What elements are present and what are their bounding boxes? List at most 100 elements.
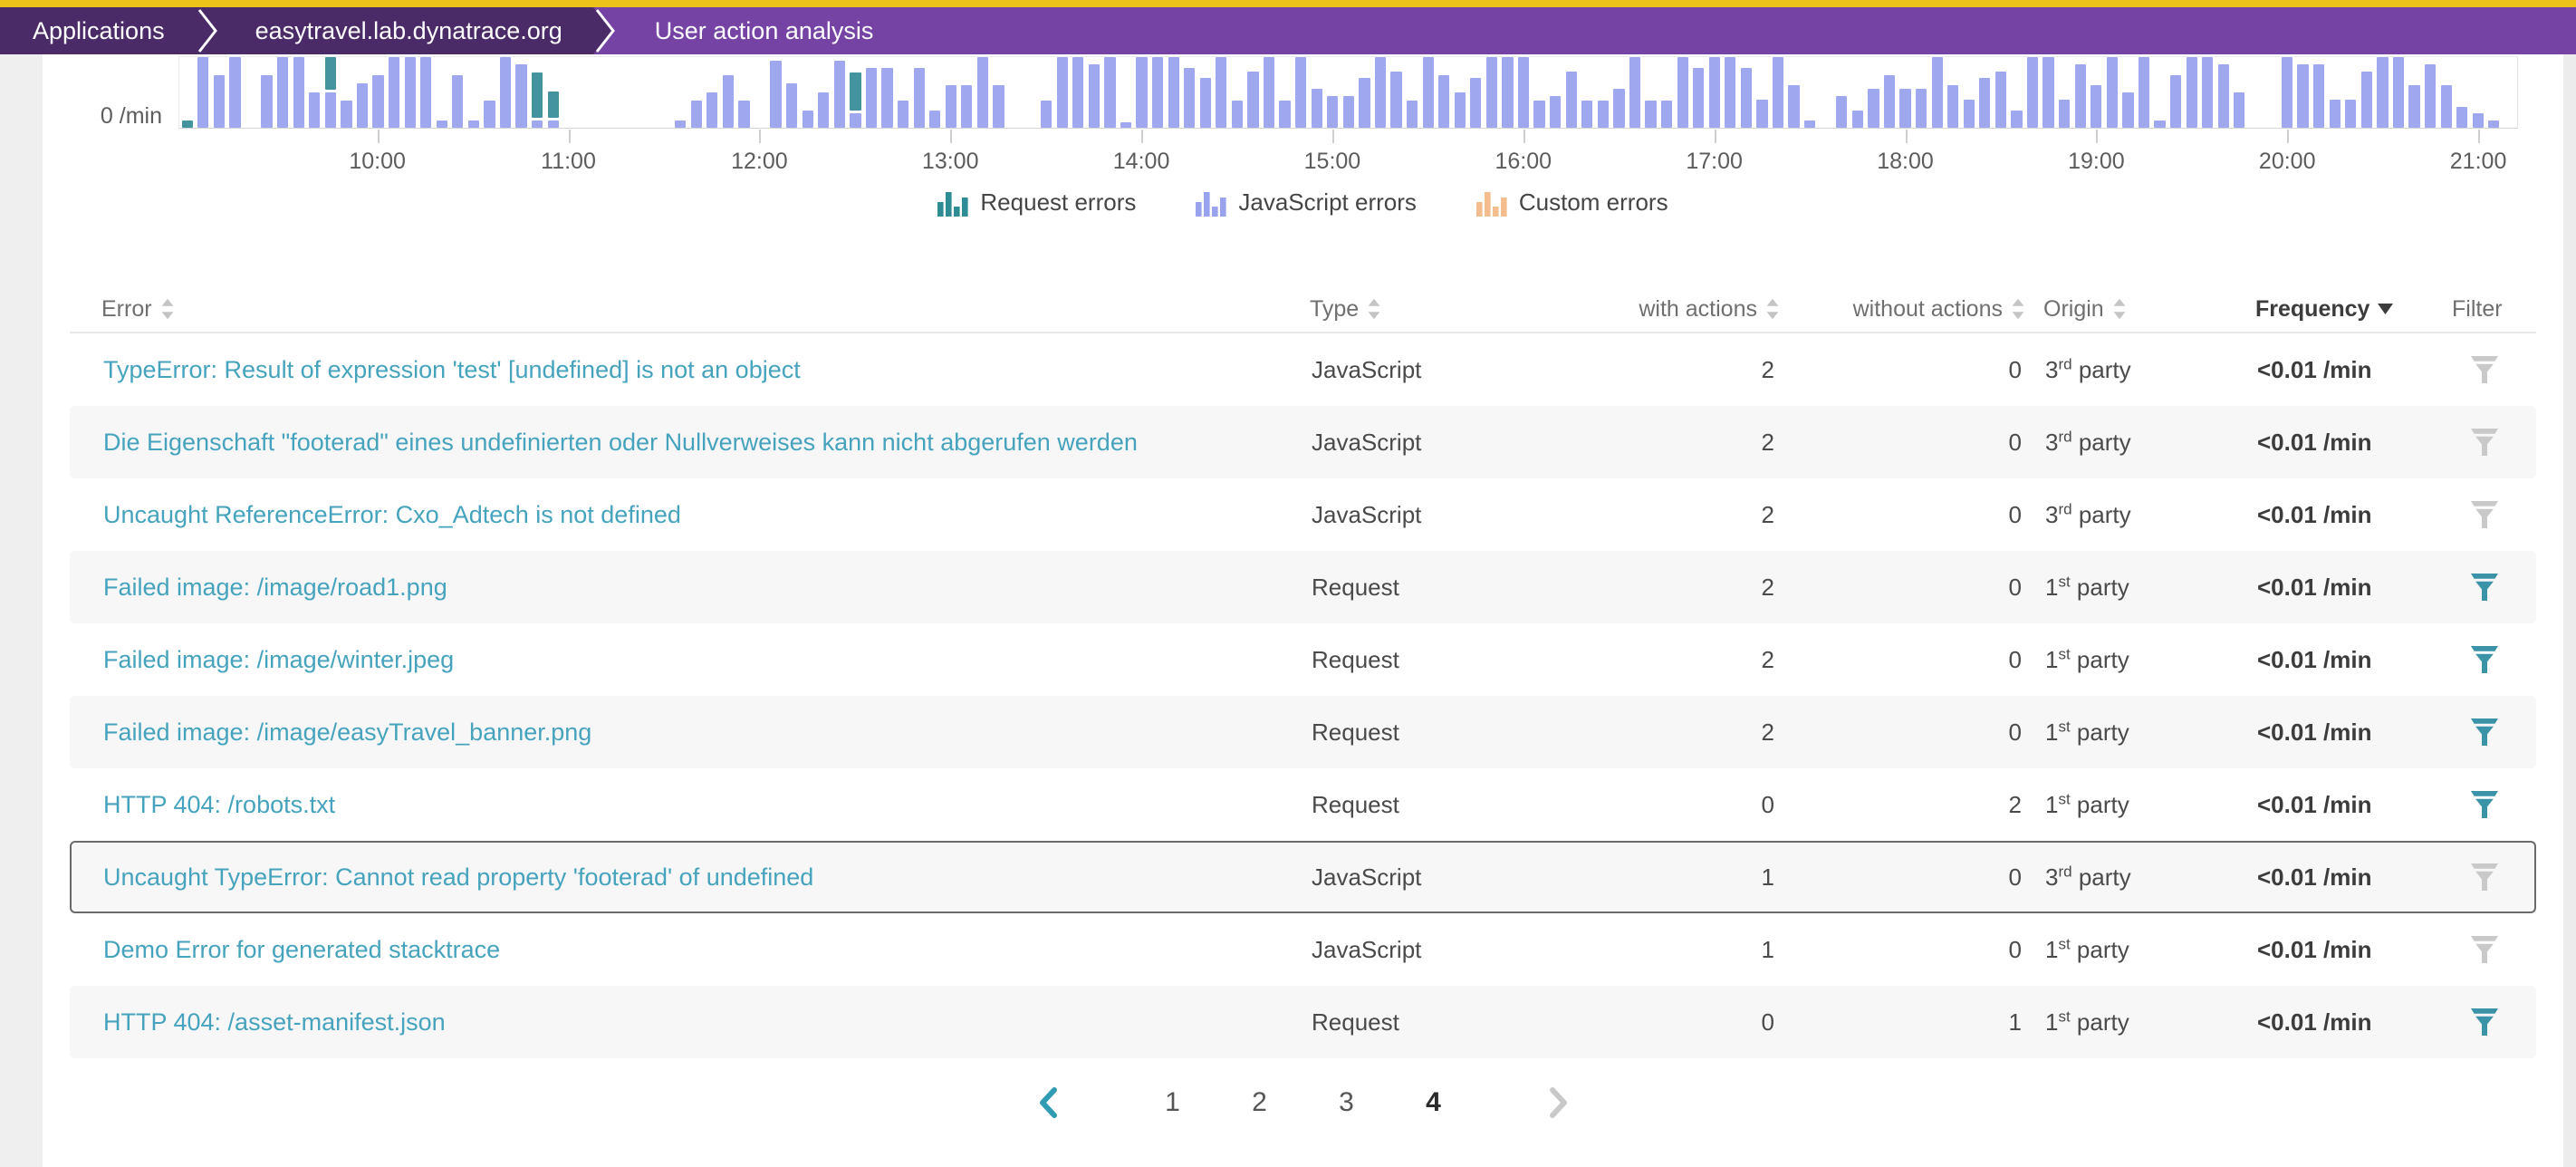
chart-bar[interactable] <box>2407 57 2423 128</box>
chart-bar[interactable] <box>2056 57 2072 128</box>
chart-bar[interactable] <box>1898 57 1914 128</box>
chart-bar[interactable] <box>1452 57 1468 128</box>
chart-bar[interactable] <box>705 57 721 128</box>
chart-bar[interactable] <box>243 57 259 128</box>
chart-bar[interactable] <box>1643 57 1659 128</box>
chart-bar[interactable] <box>1850 57 1866 128</box>
legend-item[interactable]: Request errors <box>937 188 1136 217</box>
filter-funnel-icon[interactable] <box>2468 571 2501 603</box>
chart-bar[interactable] <box>736 57 753 128</box>
error-link[interactable]: Failed image: /image/road1.png <box>103 573 447 601</box>
chart-bar[interactable] <box>402 57 418 128</box>
chart-bar[interactable] <box>227 57 244 128</box>
error-link[interactable]: Failed image: /image/winter.jpeg <box>103 645 455 673</box>
chart-bar[interactable] <box>466 57 482 128</box>
chart-bar[interactable] <box>386 57 402 128</box>
chart-bar[interactable] <box>2167 57 2184 128</box>
chart-bar[interactable] <box>482 57 498 128</box>
chart-bar[interactable] <box>2359 57 2375 128</box>
chart-bar[interactable] <box>1706 57 1723 128</box>
chart-bar[interactable] <box>848 57 864 128</box>
chart-bar[interactable] <box>529 57 545 128</box>
column-header-without-actions[interactable]: without actions <box>1836 296 2043 323</box>
chart-bar[interactable] <box>1197 57 1214 128</box>
chart-bar[interactable] <box>1181 57 1197 128</box>
table-row[interactable]: Uncaught TypeError: Cannot read property… <box>70 841 2536 913</box>
chart-bar[interactable] <box>2454 57 2470 128</box>
chart-bar[interactable] <box>1675 57 1691 128</box>
chart-bar[interactable] <box>2216 57 2232 128</box>
error-link[interactable]: TypeError: Result of expression 'test' [… <box>103 355 801 383</box>
chart-bar[interactable] <box>562 57 578 128</box>
chart-bar[interactable] <box>1611 57 1628 128</box>
chart-bar[interactable] <box>1420 57 1437 128</box>
chart-bar[interactable] <box>1372 57 1389 128</box>
chart-bar[interactable] <box>2184 57 2200 128</box>
chart-bar[interactable] <box>1293 57 1309 128</box>
error-link[interactable]: HTTP 404: /robots.txt <box>103 790 336 818</box>
chart-bar[interactable] <box>1229 57 1245 128</box>
breadcrumb-applications[interactable]: Applications <box>0 7 196 54</box>
previous-page-button[interactable] <box>1035 1086 1059 1119</box>
chart-bar[interactable] <box>2375 57 2391 128</box>
chart-bar[interactable] <box>1261 57 1277 128</box>
chart-bar[interactable] <box>1945 57 1961 128</box>
legend-item[interactable]: JavaScript errors <box>1196 188 1417 217</box>
chart-bar[interactable] <box>1389 57 1405 128</box>
chart-bar[interactable] <box>211 57 227 128</box>
chart-bar[interactable] <box>1023 57 1039 128</box>
chart-bar[interactable] <box>1993 57 2009 128</box>
chart-bar[interactable] <box>2041 57 2057 128</box>
table-row[interactable]: Failed image: /image/road1.png Request 2 0 1… <box>70 551 2536 623</box>
error-frequency-chart[interactable] <box>178 56 2518 129</box>
chart-bar[interactable] <box>450 57 466 128</box>
chart-bar[interactable] <box>1134 57 1150 128</box>
chart-bar[interactable] <box>927 57 943 128</box>
chart-bar[interactable] <box>1547 57 1563 128</box>
chart-bar[interactable] <box>1834 57 1850 128</box>
chart-bar[interactable] <box>1468 57 1485 128</box>
chart-bar[interactable] <box>418 57 434 128</box>
chart-bar[interactable] <box>2232 57 2248 128</box>
chart-bar[interactable] <box>2089 57 2105 128</box>
chart-bar[interactable] <box>339 57 355 128</box>
chart-bar[interactable] <box>1102 57 1119 128</box>
error-link[interactable]: Uncaught TypeError: Cannot read property… <box>103 863 814 891</box>
pagination-page[interactable]: 2 <box>1252 1087 1267 1117</box>
chart-bar[interactable] <box>1006 57 1023 128</box>
chart-bar[interactable] <box>2104 57 2120 128</box>
table-row[interactable]: Die Eigenschaft "footerad" eines undefin… <box>70 406 2536 478</box>
chart-bar[interactable] <box>2470 57 2486 128</box>
error-link[interactable]: Demo Error for generated stacktrace <box>103 935 501 963</box>
error-link[interactable]: Failed image: /image/easyTravel_banner.p… <box>103 718 592 746</box>
chart-bar[interactable] <box>1166 57 1182 128</box>
chart-bar[interactable] <box>1500 57 1516 128</box>
chart-bar[interactable] <box>1913 57 1929 128</box>
chart-bar[interactable] <box>545 57 562 128</box>
filter-funnel-icon[interactable] <box>2468 933 2501 966</box>
legend-item[interactable]: Custom errors <box>1475 188 1668 217</box>
filter-funnel-icon[interactable] <box>2468 1006 2501 1038</box>
chart-bar[interactable] <box>783 57 800 128</box>
scrollbar-track[interactable] <box>2563 54 2576 1167</box>
table-row[interactable]: TypeError: Result of expression 'test' [… <box>70 333 2536 406</box>
table-row[interactable]: Failed image: /image/winter.jpeg Request 2… <box>70 623 2536 696</box>
chart-bar[interactable] <box>2343 57 2360 128</box>
chart-bar[interactable] <box>2024 57 2041 128</box>
chart-bar[interactable] <box>1866 57 1882 128</box>
chart-bar[interactable] <box>2295 57 2312 128</box>
chart-bar[interactable] <box>577 57 593 128</box>
breadcrumb-application-name[interactable]: easytravel.lab.dynatrace.org <box>220 7 593 54</box>
chart-bar[interactable] <box>1309 57 1325 128</box>
chart-bar[interactable] <box>354 57 370 128</box>
chart-bar[interactable] <box>911 57 928 128</box>
pagination-page[interactable]: 3 <box>1339 1087 1354 1117</box>
chart-bar[interactable] <box>1404 57 1420 128</box>
chart-bar[interactable] <box>1214 57 1230 128</box>
chart-bar[interactable] <box>1690 57 1706 128</box>
chart-bar[interactable] <box>991 57 1007 128</box>
filter-funnel-icon[interactable] <box>2468 498 2501 531</box>
chart-bar[interactable] <box>1754 57 1771 128</box>
chart-bar[interactable] <box>1802 57 1818 128</box>
chart-bar[interactable] <box>196 57 212 128</box>
